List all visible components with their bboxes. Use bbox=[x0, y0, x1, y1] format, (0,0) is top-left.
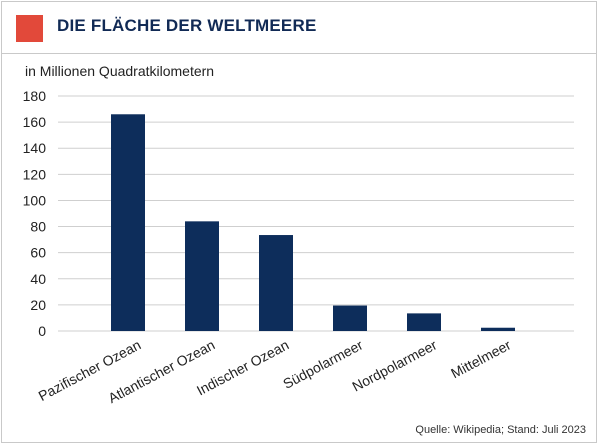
source-note: Quelle: Wikipedia; Stand: Juli 2023 bbox=[415, 424, 586, 436]
y-tick-label: 80 bbox=[30, 219, 46, 235]
y-tick-label: 20 bbox=[30, 297, 46, 313]
y-tick-label: 120 bbox=[23, 166, 47, 182]
y-tick-label: 40 bbox=[30, 271, 46, 287]
bars bbox=[111, 114, 515, 332]
bar bbox=[259, 235, 293, 331]
x-tick-label: Mittelmeer bbox=[448, 336, 514, 381]
y-tick-label: 100 bbox=[23, 192, 47, 208]
bar bbox=[111, 114, 145, 332]
accent-square bbox=[16, 15, 43, 42]
y-tick-labels: 0 20 40 60 80 100 120 140 160 180 bbox=[23, 88, 47, 339]
bar bbox=[185, 221, 219, 331]
y-tick-label: 160 bbox=[23, 114, 47, 130]
bar bbox=[407, 313, 441, 331]
header-divider bbox=[2, 53, 596, 54]
y-tick-label: 180 bbox=[23, 88, 47, 104]
bar bbox=[333, 305, 367, 331]
chart-title: DIE FLÄCHE DER WELTMEERE bbox=[57, 16, 317, 35]
y-tick-label: 60 bbox=[30, 245, 46, 261]
y-tick-label: 140 bbox=[23, 140, 47, 156]
y-tick-label: 0 bbox=[38, 323, 46, 339]
bar bbox=[481, 327, 515, 331]
x-tick-label: Nordpolarmeer bbox=[349, 336, 439, 394]
y-axis-unit-label: in Millionen Quadratkilometern bbox=[25, 63, 215, 79]
